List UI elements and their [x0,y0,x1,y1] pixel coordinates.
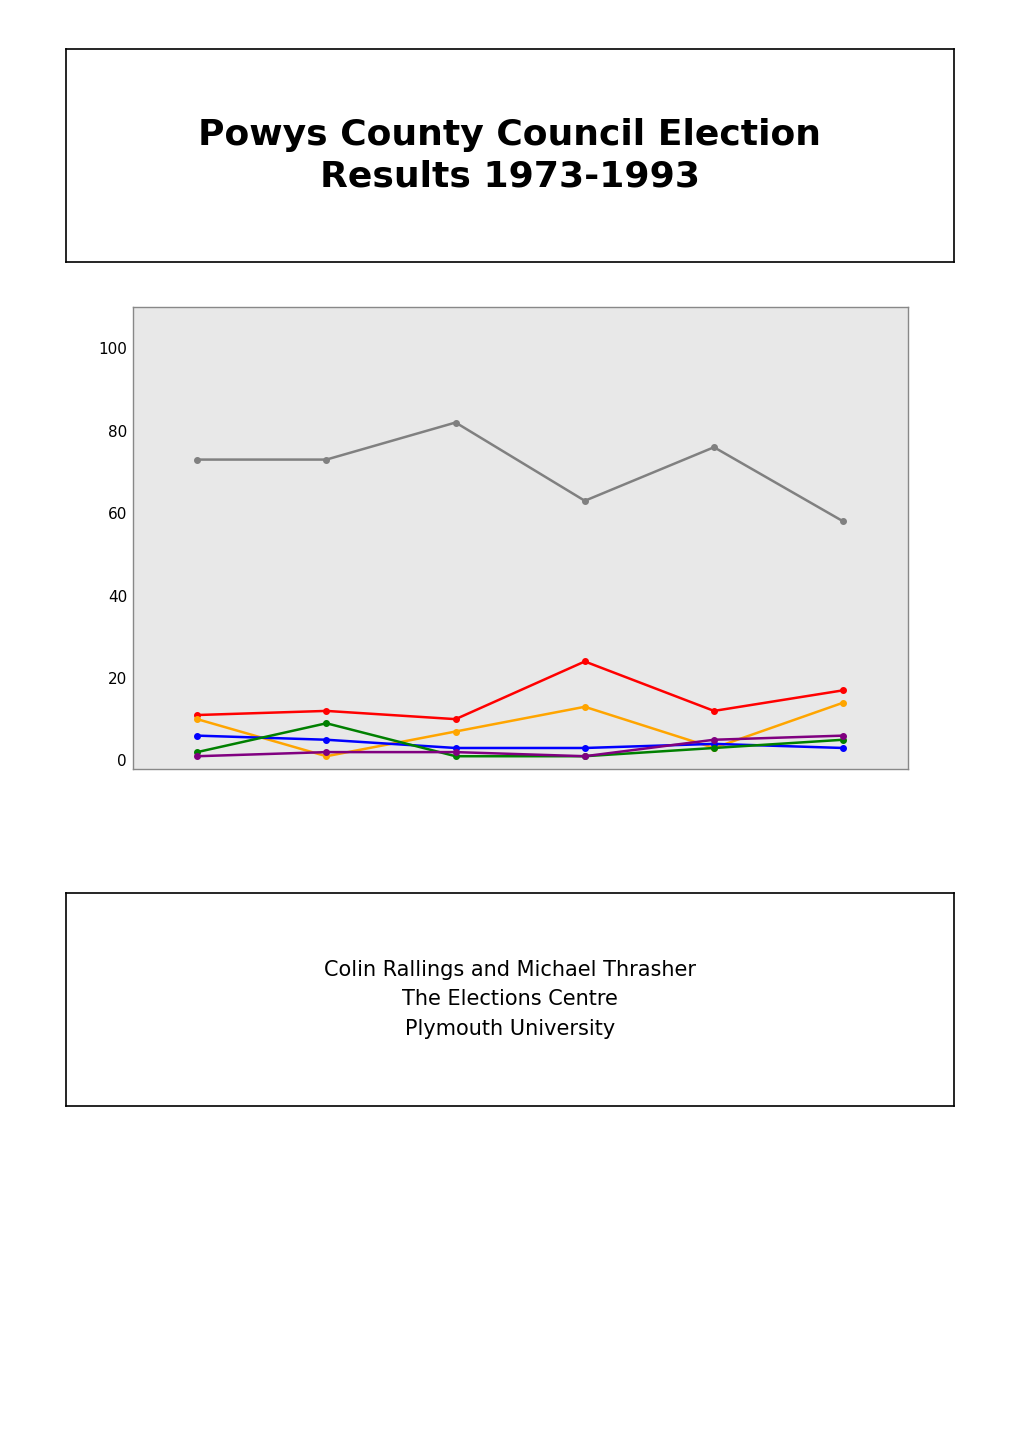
Text: Powys County Council Election
Results 1973-1993: Powys County Council Election Results 19… [199,118,820,193]
Text: Colin Rallings and Michael Thrasher
The Elections Centre
Plymouth University: Colin Rallings and Michael Thrasher The … [324,960,695,1038]
